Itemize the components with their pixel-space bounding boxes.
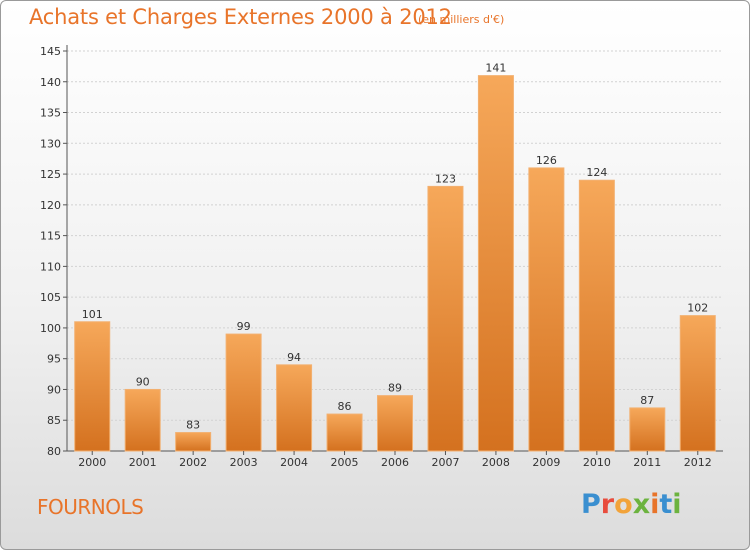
bar bbox=[74, 321, 111, 452]
data-label: 90 bbox=[136, 375, 150, 388]
y-tick-label: 145 bbox=[40, 45, 61, 58]
x-tick-label: 2000 bbox=[78, 456, 106, 469]
x-tick-label: 2002 bbox=[179, 456, 207, 469]
logo-letter: i bbox=[672, 489, 682, 520]
bar bbox=[477, 75, 514, 452]
x-tick-label: 2008 bbox=[482, 456, 510, 469]
chart-unit: (en milliers d'€) bbox=[418, 13, 505, 26]
y-tick-label: 105 bbox=[40, 291, 61, 304]
logo-letter: P bbox=[581, 489, 601, 520]
data-label: 101 bbox=[82, 308, 103, 321]
y-tick-label: 80 bbox=[47, 445, 61, 458]
data-label: 89 bbox=[388, 382, 402, 395]
bar bbox=[175, 432, 212, 452]
bar bbox=[225, 333, 262, 452]
x-tick-label: 2012 bbox=[684, 456, 712, 469]
proxiti-logo: Proxiti bbox=[581, 489, 682, 520]
logo-letter: r bbox=[600, 489, 615, 520]
x-tick-label: 2011 bbox=[633, 456, 661, 469]
x-tick-label: 2004 bbox=[280, 456, 308, 469]
data-label: 102 bbox=[687, 302, 708, 315]
bar bbox=[377, 395, 413, 452]
bar bbox=[276, 364, 313, 452]
x-tick-label: 2010 bbox=[583, 456, 611, 469]
x-tick-label: 2006 bbox=[381, 456, 409, 469]
y-tick-label: 140 bbox=[40, 76, 61, 89]
data-label: 87 bbox=[640, 394, 654, 407]
y-tick-label: 135 bbox=[40, 107, 61, 120]
y-tick-label: 115 bbox=[40, 230, 61, 243]
y-tick-label: 85 bbox=[47, 414, 61, 427]
commune-name: FOURNOLS bbox=[37, 495, 144, 519]
data-label: 86 bbox=[338, 400, 352, 413]
logo-letter: i bbox=[650, 489, 660, 520]
y-tick-label: 90 bbox=[47, 383, 61, 396]
logo-letter: x bbox=[632, 489, 651, 520]
y-tick-label: 120 bbox=[40, 199, 61, 212]
logo-letter: o bbox=[614, 489, 633, 520]
logo-letter: t bbox=[659, 489, 673, 520]
data-label: 83 bbox=[186, 419, 200, 432]
bar bbox=[427, 185, 464, 452]
bar bbox=[578, 179, 615, 452]
y-tick-label: 125 bbox=[40, 168, 61, 181]
bar bbox=[326, 413, 363, 452]
data-label: 124 bbox=[586, 166, 607, 179]
bar bbox=[629, 407, 666, 452]
y-tick-label: 100 bbox=[40, 322, 61, 335]
x-tick-label: 2001 bbox=[129, 456, 157, 469]
data-label: 126 bbox=[536, 154, 557, 167]
x-tick-label: 2003 bbox=[230, 456, 258, 469]
x-tick-label: 2005 bbox=[331, 456, 359, 469]
x-tick-label: 2007 bbox=[431, 456, 459, 469]
bar bbox=[124, 388, 161, 452]
y-tick-label: 130 bbox=[40, 137, 61, 150]
y-tick-label: 95 bbox=[47, 353, 61, 366]
bar bbox=[528, 167, 565, 452]
data-label: 94 bbox=[287, 351, 301, 364]
bar bbox=[679, 315, 716, 452]
data-label: 141 bbox=[485, 62, 506, 75]
x-tick-label: 2009 bbox=[532, 456, 560, 469]
data-label: 123 bbox=[435, 172, 456, 185]
data-label: 99 bbox=[237, 320, 251, 333]
y-tick-label: 110 bbox=[40, 260, 61, 273]
chart-title: Achats et Charges Externes 2000 à 2012 bbox=[29, 5, 452, 29]
